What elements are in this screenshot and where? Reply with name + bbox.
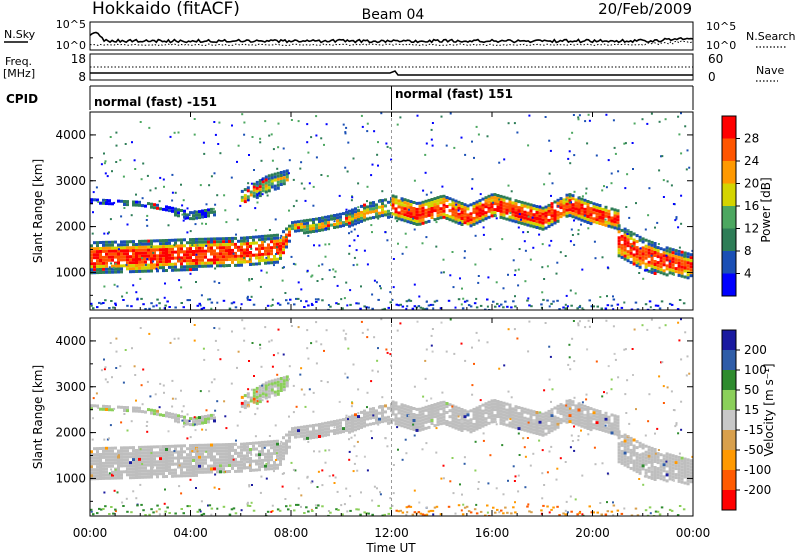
nave-label: Nave: [756, 64, 784, 77]
noise-left-tick-high: 10^5: [56, 18, 86, 31]
cpid-segment-1: normal (fast) -151: [94, 95, 217, 109]
velocity-colorbar-tick: 200: [744, 343, 767, 357]
power-colorbar-segment: [722, 139, 736, 162]
power-colorbar-tick: 4: [744, 267, 752, 281]
velocity-ytick-label: 1000: [55, 471, 86, 485]
velocity-colorbar-tick: -15: [744, 423, 764, 437]
power-colorbar-segment: [722, 161, 736, 184]
noise-right-label: N.Search: [746, 30, 796, 43]
power-colorbar-tick: 28: [744, 132, 759, 146]
cpid-label: CPID: [6, 92, 38, 106]
power-colorbar: 4 8 12 16 20 24 28 Power [dB]: [722, 116, 773, 296]
freq-left-unit: [MHz]: [3, 67, 35, 80]
freq-left-tick-high: 18: [71, 52, 86, 66]
velocity-colorbar-segment: [722, 450, 736, 470]
velocity-ytick-label: 4000: [55, 334, 86, 348]
velocity-colorbar-tick: -50: [744, 443, 764, 457]
power-colorbar-tick: 20: [744, 177, 759, 191]
velocity-colorbar-segment: [722, 430, 736, 450]
power-colorbar-tick: 12: [744, 222, 759, 236]
cpid-segment-2: normal (fast) 151: [395, 87, 513, 101]
noise-right-tick-low: 10^0: [706, 39, 736, 52]
velocity-colorbar-label: Velocity [m s⁻¹]: [762, 363, 776, 456]
power-colorbar-tick: 24: [744, 154, 759, 168]
velocity-colorbar-tick: 15: [744, 403, 759, 417]
cpid-panel: CPID normal (fast) -151 normal (fast) 15…: [6, 86, 693, 110]
noise-left-label: N.Sky: [4, 28, 36, 41]
power-panel: 1000 2000 3000 4000 Slant Range [km]: [31, 112, 696, 312]
power-ytick-label: 1000: [55, 265, 86, 279]
noise-right-tick-high: 10^5: [706, 20, 736, 33]
freq-right-tick-high: 60: [708, 52, 723, 66]
frequency-line: [90, 71, 693, 75]
velocity-ylabel: Slant Range [km]: [31, 365, 45, 469]
date-title: 20/Feb/2009: [598, 0, 692, 18]
time-tick-label: 20:00: [575, 526, 610, 540]
velocity-colorbar-segment: [722, 370, 736, 390]
velocity-colorbar-segment: [722, 490, 736, 510]
power-colorbar-segment: [722, 251, 736, 274]
power-colorbar-label: Power [dB]: [759, 177, 773, 242]
time-axis-label: Time UT: [365, 541, 416, 554]
power-colorbar-segment: [722, 184, 736, 207]
power-ylabel: Slant Range [km]: [31, 159, 45, 263]
frequency-panel: Freq. [MHz] 18 8 60 0 Nave: [3, 52, 784, 84]
time-tick-label: 00:00: [676, 526, 711, 540]
power-colorbar-tick: 16: [744, 199, 759, 213]
velocity-colorbar-segment: [722, 350, 736, 370]
power-ytick-label: 2000: [55, 220, 86, 234]
freq-right-tick-low: 0: [708, 70, 716, 84]
velocity-panel: 1000 2000 3000 4000 Slant Range [km]: [31, 318, 696, 518]
noise-panel: N.Sky 10^5 10^0 10^5 10^0 N.Search: [4, 18, 796, 52]
velocity-colorbar-segment: [722, 410, 736, 430]
velocity-ytick-label: 2000: [55, 426, 86, 440]
beam-title: Beam 04: [362, 7, 425, 23]
time-tick-label: 08:00: [274, 526, 309, 540]
time-tick-label: 12:00: [374, 526, 409, 540]
power-ytick-label: 3000: [55, 174, 86, 188]
time-tick-label: 04:00: [173, 526, 208, 540]
station-title: Hokkaido (fitACF): [92, 0, 240, 19]
power-ytick-label: 4000: [55, 128, 86, 142]
power-colorbar-segment: [722, 274, 736, 297]
noise-sky-line: [90, 33, 693, 43]
power-colorbar-segment: [722, 206, 736, 229]
velocity-colorbar-segment: [722, 470, 736, 490]
power-colorbar-segment: [722, 229, 736, 252]
noise-left-tick-low: 10^0: [56, 39, 86, 52]
freq-left-tick-low: 8: [78, 70, 86, 84]
time-tick-label: 16:00: [475, 526, 510, 540]
velocity-ytick-label: 3000: [55, 380, 86, 394]
velocity-colorbar-segment: [722, 330, 736, 350]
velocity-colorbar-tick: 50: [744, 383, 759, 397]
power-colorbar-segment: [722, 116, 736, 139]
velocity-colorbar-segment: [722, 390, 736, 410]
velocity-colorbar-tick: -100: [744, 463, 771, 477]
velocity-colorbar-tick: -200: [744, 483, 771, 497]
time-tick-label: 00:00: [73, 526, 108, 540]
power-colorbar-tick: 8: [744, 244, 752, 258]
